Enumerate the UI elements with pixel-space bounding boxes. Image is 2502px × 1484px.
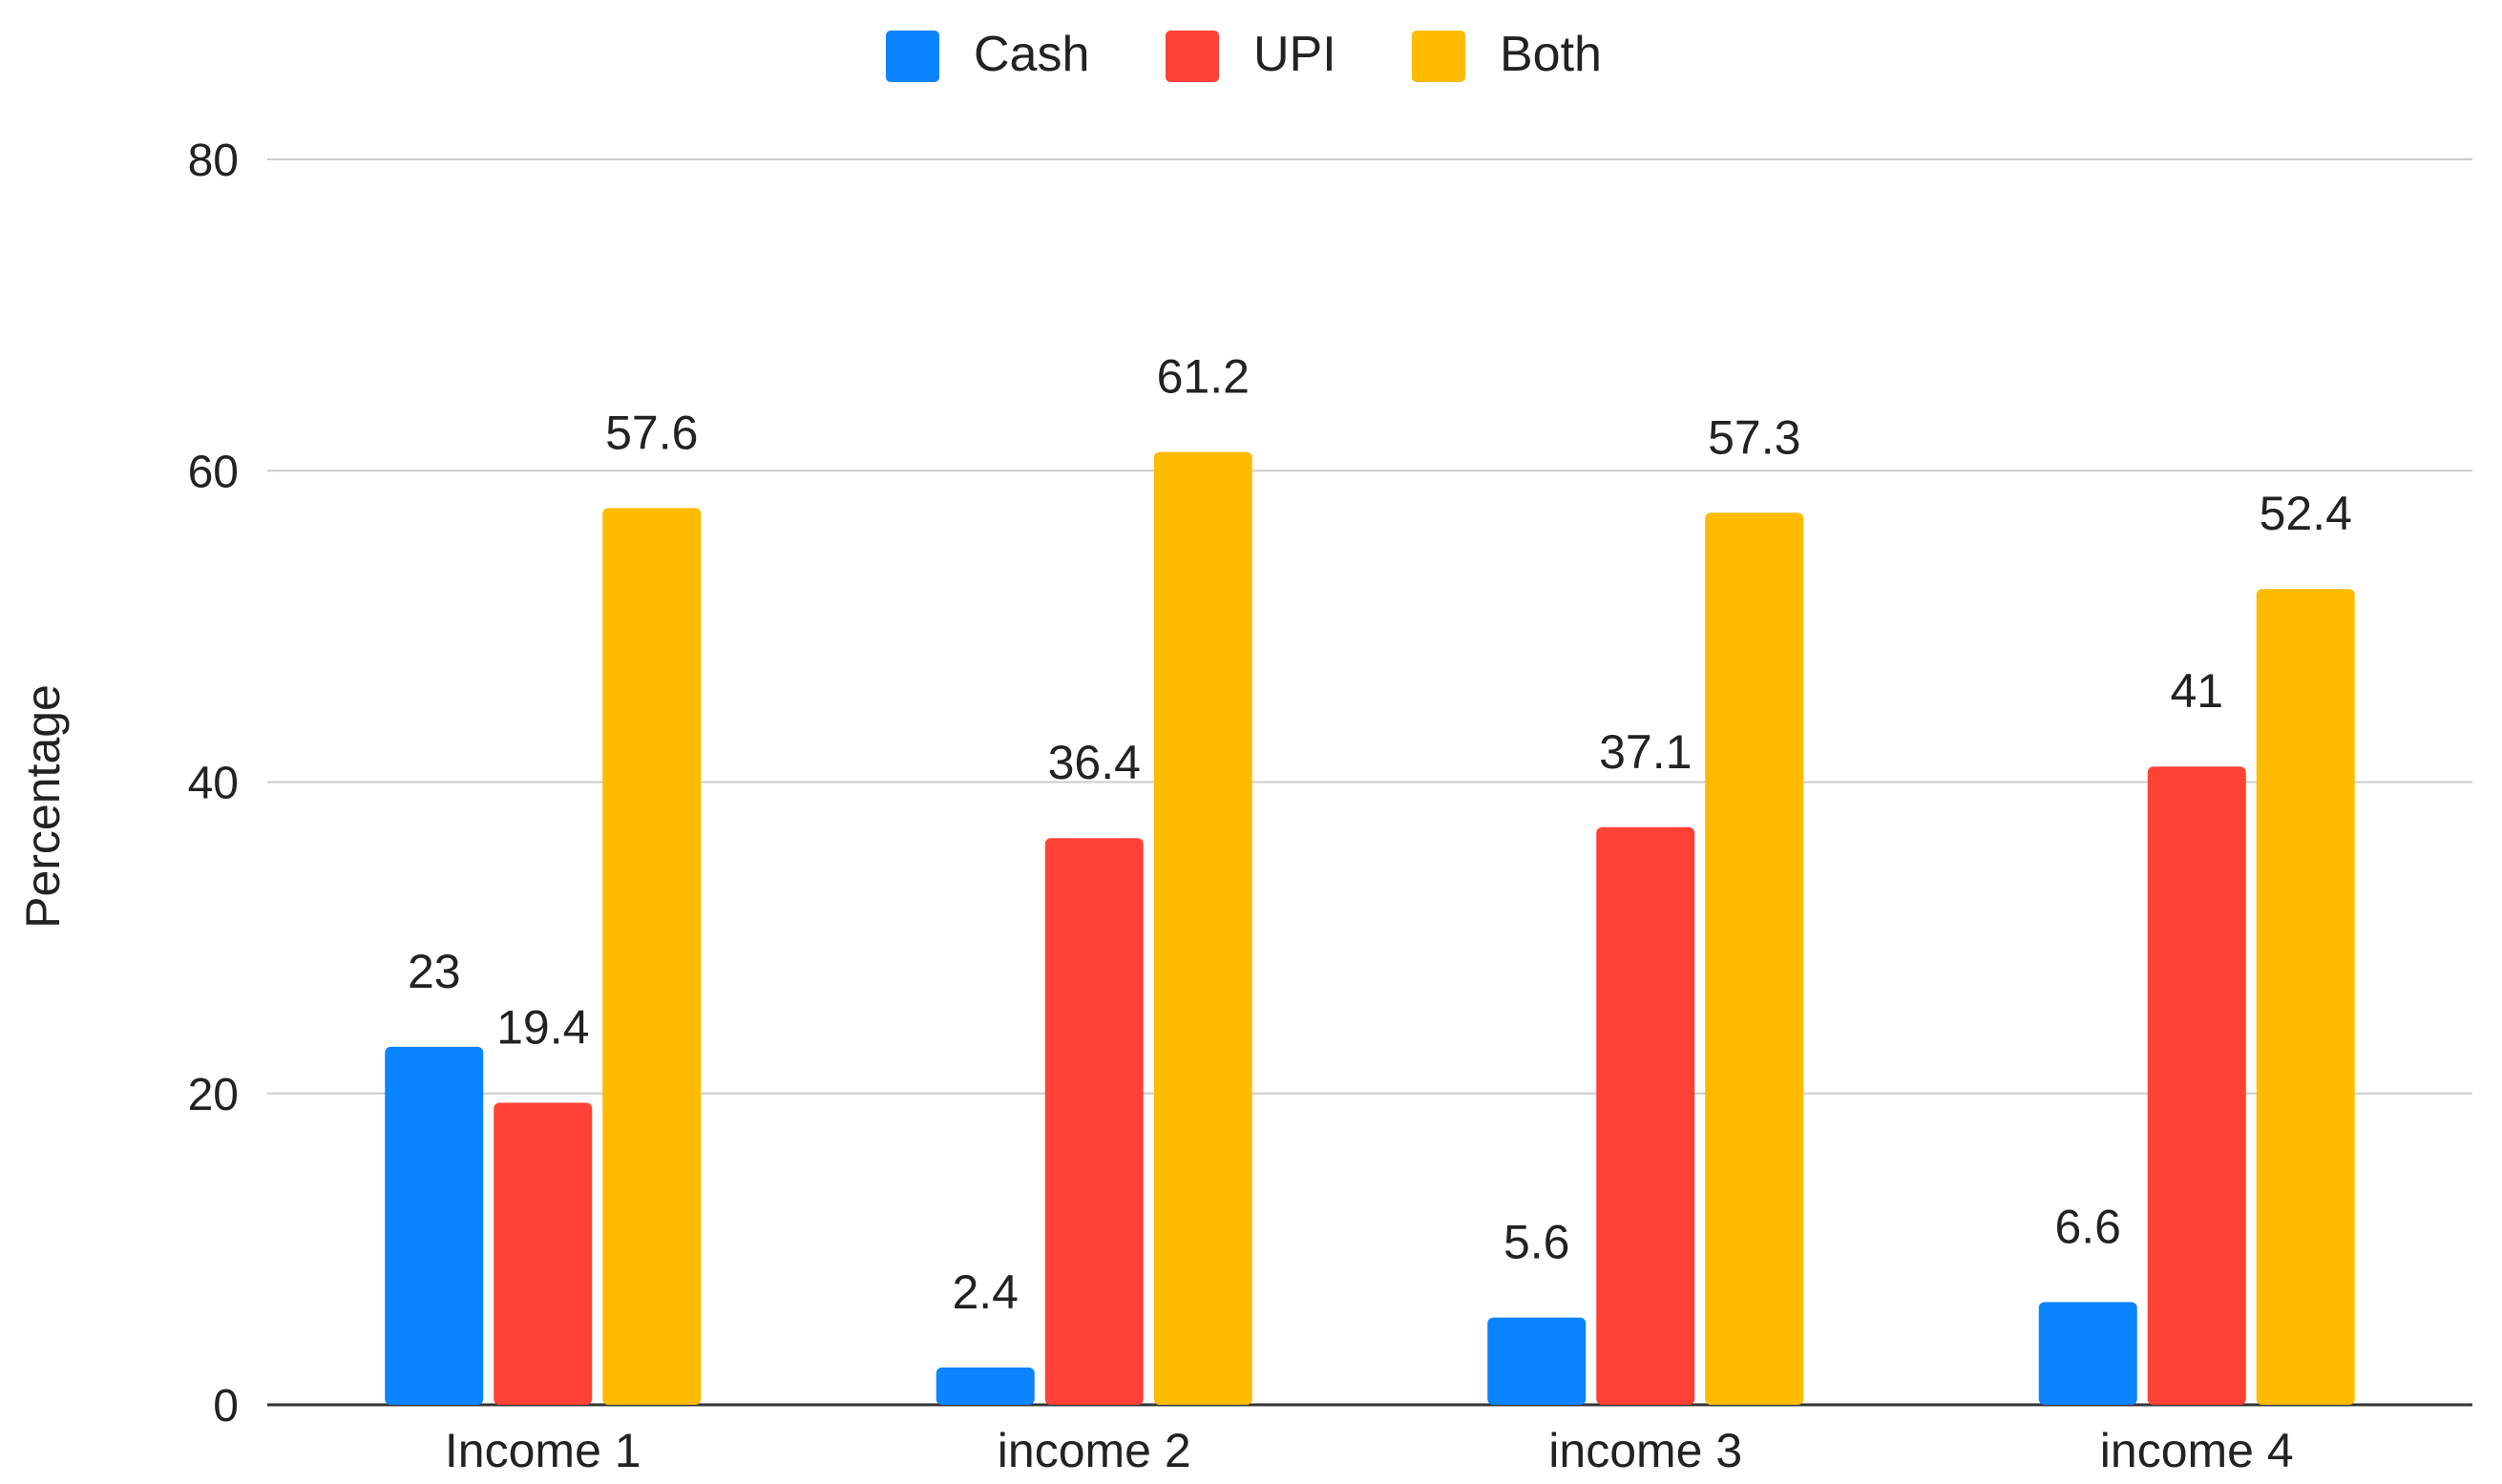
bars bbox=[385, 451, 2355, 1405]
legend-item-both[interactable]: Both bbox=[1412, 27, 1602, 82]
y-tick-label: 40 bbox=[188, 759, 239, 809]
bar-upi-2[interactable] bbox=[1044, 838, 1144, 1405]
data-label-cash-2: 2.4 bbox=[952, 1265, 1019, 1319]
data-labels: 23 19.4 57.6 2.4 36.4 61.2 5.6 37.1 57.3 6.6 41 52.… bbox=[408, 350, 2352, 1319]
y-axis-ticks: 0 20 40 60 80 bbox=[188, 136, 239, 1432]
data-label-upi-4: 41 bbox=[2170, 664, 2223, 718]
data-label-upi-1: 19.4 bbox=[496, 1001, 589, 1055]
data-label-both-3: 57.3 bbox=[1708, 410, 1800, 464]
data-label-upi-3: 37.1 bbox=[1599, 725, 1692, 779]
data-label-cash-3: 5.6 bbox=[1503, 1216, 1570, 1269]
bar-cash-2[interactable] bbox=[936, 1367, 1035, 1405]
legend-label: UPI bbox=[1253, 27, 1336, 82]
legend-label: Cash bbox=[974, 27, 1089, 82]
legend-item-upi[interactable]: UPI bbox=[1166, 27, 1336, 82]
y-tick-label: 0 bbox=[213, 1381, 239, 1432]
bar-upi-1[interactable] bbox=[494, 1102, 593, 1405]
bar-both-1[interactable] bbox=[602, 508, 702, 1405]
legend-swatch bbox=[1166, 31, 1219, 82]
data-label-both-4: 52.4 bbox=[2260, 487, 2352, 540]
y-tick-label: 60 bbox=[188, 447, 239, 497]
legend: Cash UPI Both bbox=[886, 27, 1602, 82]
data-label-both-1: 57.6 bbox=[605, 406, 698, 459]
legend-item-cash[interactable]: Cash bbox=[886, 27, 1089, 82]
x-category-label: income 4 bbox=[2100, 1424, 2294, 1477]
bar-upi-3[interactable] bbox=[1596, 826, 1695, 1405]
bar-both-4[interactable] bbox=[2256, 589, 2355, 1405]
x-axis-categories: Income 1 income 2 income 3 income 4 bbox=[445, 1424, 2294, 1477]
y-tick-label: 80 bbox=[188, 136, 239, 186]
x-category-label: income 3 bbox=[1548, 1424, 1742, 1477]
gridlines bbox=[267, 158, 2472, 1407]
bar-cash-3[interactable] bbox=[1487, 1317, 1587, 1405]
bar-both-2[interactable] bbox=[1153, 451, 1252, 1405]
bar-both-3[interactable] bbox=[1705, 512, 1804, 1405]
x-category-label: Income 1 bbox=[445, 1424, 641, 1477]
y-axis-label: Percentage bbox=[16, 684, 70, 929]
data-label-both-2: 61.2 bbox=[1157, 350, 1250, 404]
x-category-label: income 2 bbox=[998, 1424, 1191, 1477]
bar-cash-4[interactable] bbox=[2038, 1302, 2137, 1405]
data-label-cash-1: 23 bbox=[408, 945, 461, 998]
bar-upi-4[interactable] bbox=[2147, 766, 2246, 1405]
legend-swatch bbox=[1412, 31, 1465, 82]
legend-swatch bbox=[886, 31, 939, 82]
y-tick-label: 20 bbox=[188, 1070, 239, 1120]
legend-label: Both bbox=[1500, 27, 1602, 82]
data-label-cash-4: 6.6 bbox=[2054, 1200, 2121, 1253]
bar-cash-1[interactable] bbox=[385, 1046, 484, 1405]
data-label-upi-2: 36.4 bbox=[1048, 736, 1141, 789]
